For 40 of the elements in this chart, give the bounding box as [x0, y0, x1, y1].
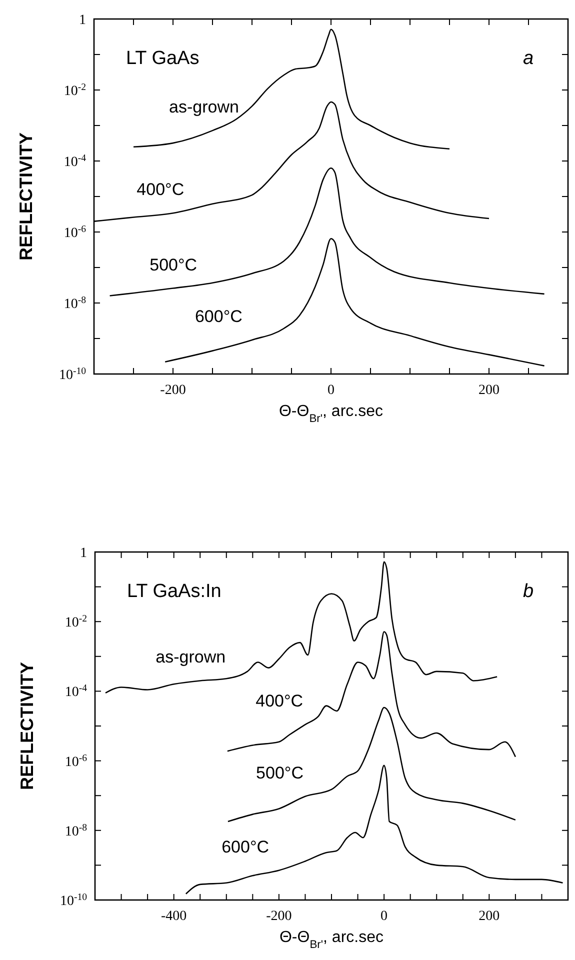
series-label: 500°C [150, 255, 198, 274]
y-tick-label: 10$^{-2}$ [64, 82, 86, 99]
annotation: LT GaAs:In [127, 581, 222, 602]
y-tick-label: 10$^{-2}$ [64, 613, 88, 631]
series-label: 600°C [194, 306, 242, 326]
line-series [104, 561, 498, 694]
x-tick-label: -200 [160, 383, 186, 398]
x-tick-label: 200 [478, 909, 500, 924]
y-tick-label: 10$^{-6}$ [64, 752, 88, 770]
x-axis-title: Θ-Θ$_{Br'}$, arc.sec [278, 403, 384, 425]
series-label: 500°C [256, 763, 304, 782]
y-tick-label: 10$^{-4}$ [64, 152, 86, 170]
series-label: as-grown [169, 98, 239, 117]
y-tick-label: 1 [79, 13, 86, 28]
y-tick-label: 10$^{-4}$ [64, 682, 88, 700]
x-tick-label: -200 [266, 909, 292, 924]
y-axis-title: REFLECTIVITY [16, 132, 36, 261]
series-label: 400°C [136, 180, 184, 200]
series-label: as-grown [156, 648, 226, 667]
y-tick-label: 1 [80, 546, 87, 561]
line-series [226, 631, 516, 758]
line-series [185, 764, 564, 895]
y-tick-label: 10$^{-8}$ [64, 822, 88, 840]
series-label: 600°C [222, 837, 270, 856]
x-tick-label: -400 [160, 909, 187, 924]
line-series [109, 167, 545, 296]
y-axis-title: REFLECTIVITY [17, 662, 37, 790]
x-axis-title: Θ-Θ$_{Br'}$, arc.sec [279, 929, 384, 951]
annotation: a [523, 48, 534, 69]
annotation: b [523, 581, 534, 602]
annotation: LT GaAs [126, 48, 200, 69]
x-tick-label: 0 [328, 383, 334, 398]
y-tick-label: 10$^{-10}$ [58, 366, 86, 383]
y-tick-label: 10$^{-10}$ [60, 892, 88, 909]
series-label: 400°C [256, 692, 304, 711]
x-tick-label: 0 [380, 909, 388, 924]
y-tick-label: 10$^{-8}$ [64, 294, 86, 312]
x-tick-label: 200 [478, 383, 500, 398]
y-tick-label: 10$^{-6}$ [64, 224, 86, 241]
line-series [227, 706, 516, 822]
